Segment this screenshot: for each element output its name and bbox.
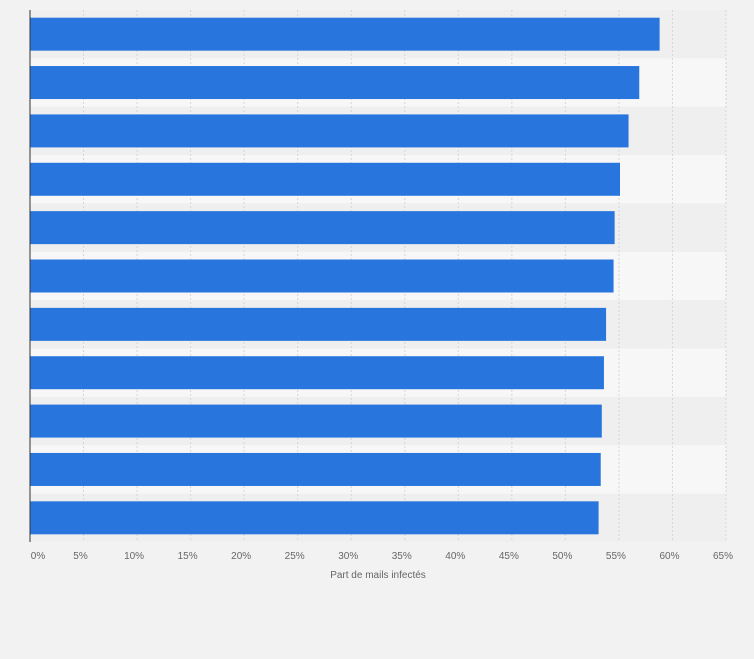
x-tick-label: 65% xyxy=(713,551,733,562)
bar xyxy=(30,501,599,535)
bar xyxy=(30,259,614,293)
bar xyxy=(30,404,602,438)
x-tick-label: 0% xyxy=(31,551,46,562)
x-tick-label: 55% xyxy=(606,551,626,562)
x-tick-label: 20% xyxy=(231,551,251,562)
x-tick-label: 50% xyxy=(552,551,572,562)
bar xyxy=(30,211,615,245)
x-tick-label: 15% xyxy=(178,551,198,562)
bars xyxy=(30,17,660,535)
x-axis-ticks: 0% 5% 10% 15% 20% 25% 30% 35% 40% 45% 50% 55% 60% 65% xyxy=(31,551,733,562)
x-tick-label: 35% xyxy=(392,551,412,562)
bar xyxy=(30,452,601,486)
bar xyxy=(30,66,640,100)
x-tick-label: 5% xyxy=(73,551,88,562)
x-tick-label: 40% xyxy=(445,551,465,562)
bar xyxy=(30,307,607,341)
bar xyxy=(30,162,620,196)
x-tick-label: 25% xyxy=(285,551,305,562)
x-tick-label: 10% xyxy=(124,551,144,562)
bar xyxy=(30,17,660,51)
x-tick-label: 60% xyxy=(659,551,679,562)
x-tick-label: 45% xyxy=(499,551,519,562)
x-axis-title: Part de mails infectés xyxy=(330,570,426,581)
bar xyxy=(30,114,629,148)
x-tick-label: 30% xyxy=(338,551,358,562)
bar xyxy=(30,356,604,390)
